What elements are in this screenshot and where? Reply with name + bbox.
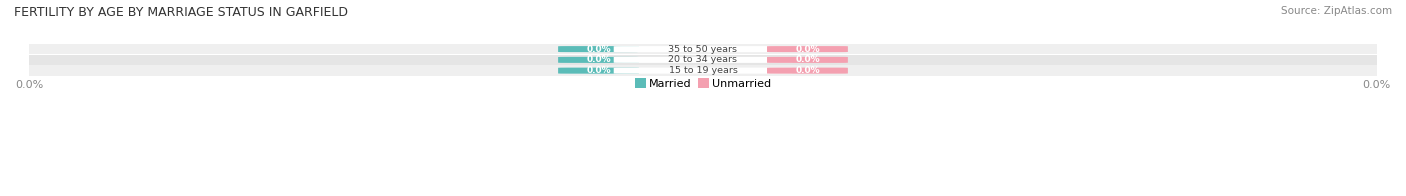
FancyBboxPatch shape bbox=[613, 46, 793, 52]
FancyBboxPatch shape bbox=[558, 57, 638, 63]
Text: 0.0%: 0.0% bbox=[586, 66, 610, 75]
Text: 0.0%: 0.0% bbox=[586, 55, 610, 64]
Text: 0.0%: 0.0% bbox=[796, 45, 820, 54]
Text: Source: ZipAtlas.com: Source: ZipAtlas.com bbox=[1281, 6, 1392, 16]
Bar bbox=[30, 55, 1376, 65]
FancyBboxPatch shape bbox=[613, 68, 793, 74]
Text: 15 to 19 years: 15 to 19 years bbox=[669, 66, 737, 75]
Text: FERTILITY BY AGE BY MARRIAGE STATUS IN GARFIELD: FERTILITY BY AGE BY MARRIAGE STATUS IN G… bbox=[14, 6, 349, 19]
FancyBboxPatch shape bbox=[768, 57, 848, 63]
Text: 0.0%: 0.0% bbox=[796, 55, 820, 64]
FancyBboxPatch shape bbox=[768, 68, 848, 74]
Bar bbox=[30, 65, 1376, 76]
Text: 0.0%: 0.0% bbox=[796, 66, 820, 75]
Legend: Married, Unmarried: Married, Unmarried bbox=[630, 74, 776, 93]
FancyBboxPatch shape bbox=[558, 46, 638, 52]
Text: 0.0%: 0.0% bbox=[586, 45, 610, 54]
Text: 20 to 34 years: 20 to 34 years bbox=[668, 55, 738, 64]
FancyBboxPatch shape bbox=[768, 46, 848, 52]
Bar bbox=[30, 44, 1376, 54]
Text: 35 to 50 years: 35 to 50 years bbox=[668, 45, 738, 54]
FancyBboxPatch shape bbox=[613, 57, 793, 63]
FancyBboxPatch shape bbox=[558, 68, 638, 74]
